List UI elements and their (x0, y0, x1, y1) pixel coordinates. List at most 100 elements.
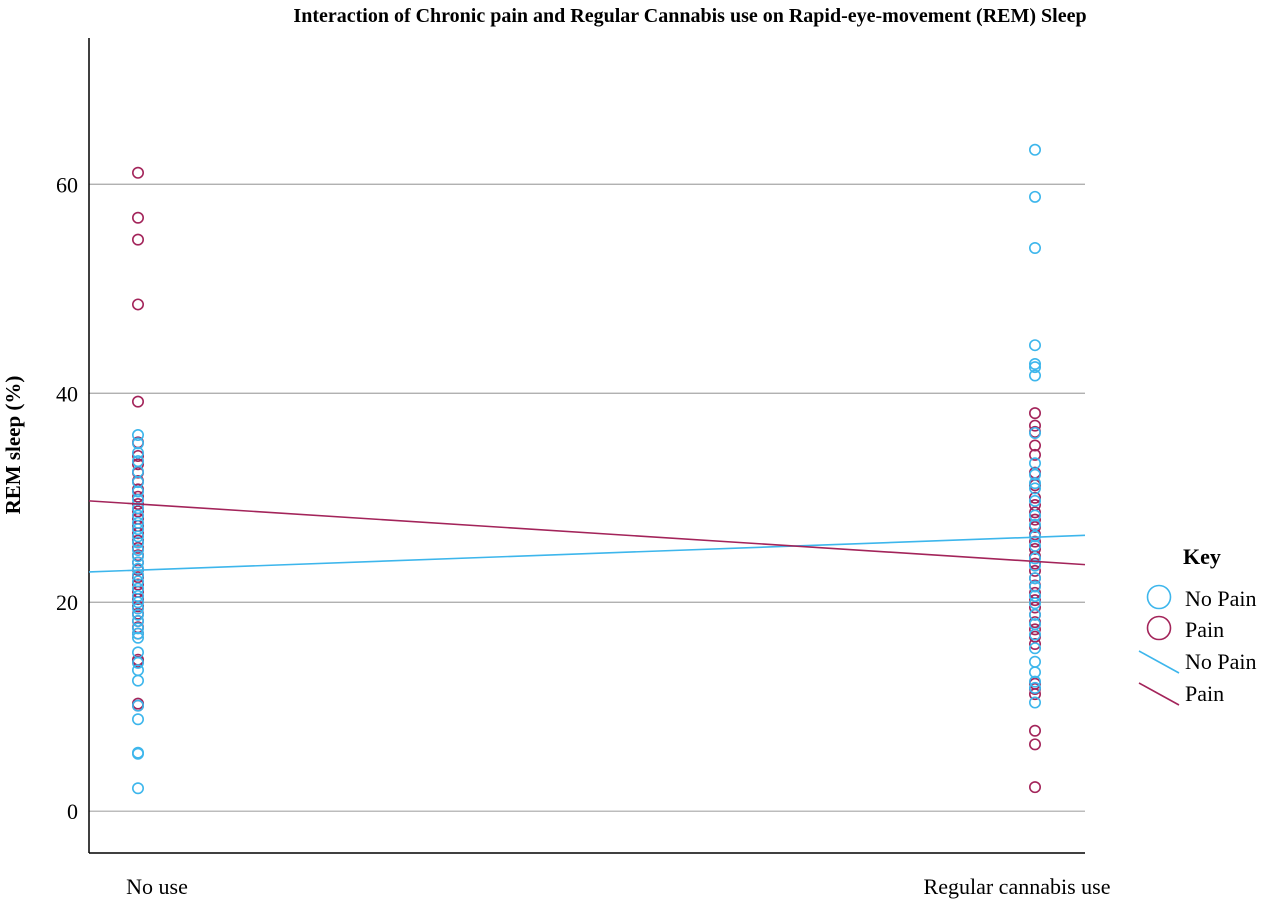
point-no-pain-2-10 (1029, 468, 1042, 481)
point-no-pain-2-5 (1029, 357, 1042, 370)
point-no-pain-1-6 (132, 674, 145, 687)
point-pain-1-12 (132, 490, 145, 503)
point-pain-1-8 (132, 458, 145, 471)
y-tick-labels: 0 20 40 60 (56, 172, 78, 824)
point-pain-1-2 (132, 211, 145, 224)
x-tick-label-2: Regular cannabis use (924, 874, 1111, 899)
point-no-pain-1-14 (132, 608, 145, 621)
point-pain-2-34 (1029, 781, 1042, 794)
point-pain-1-7 (132, 449, 145, 462)
chart-title: Interaction of Chronic pain and Regular … (293, 5, 1086, 27)
point-pain-1-1 (132, 166, 145, 179)
point-no-pain-1-16 (132, 596, 145, 609)
x-tick-labels: No use Regular cannabis use (126, 874, 1110, 899)
point-no-pain-1-13 (132, 615, 145, 628)
point-no-pain-2-9 (1029, 457, 1042, 470)
fit-line-pain (88, 500, 1086, 566)
point-no-pain-1-18 (132, 582, 145, 595)
point-no-pain-2-14 (1029, 509, 1042, 522)
point-no-pain-2-23 (1029, 597, 1042, 610)
point-no-pain-2-22 (1029, 589, 1042, 602)
point-no-pain-2-18 (1029, 552, 1042, 565)
point-pain-2-8 (1029, 491, 1042, 504)
point-pain-2-18 (1029, 564, 1042, 577)
fit-line-no-pain (88, 534, 1086, 573)
point-no-pain-1-15 (132, 602, 145, 615)
point-no-pain-1-11 (132, 627, 145, 640)
point-no-pain-2-2 (1029, 190, 1042, 203)
point-no-pain-1-30 (132, 502, 145, 515)
point-no-pain-2-17 (1029, 539, 1042, 552)
point-pain-2-28 (1029, 638, 1042, 651)
point-no-pain-1-7 (132, 664, 145, 677)
point-no-pain-1-19 (132, 575, 145, 588)
point-pain-1-14 (132, 505, 145, 518)
point-pain-1-4 (132, 298, 145, 311)
legend-entries: No Pain Pain No Pain Pain (1138, 584, 1257, 706)
point-no-pain-2-32 (1029, 696, 1042, 709)
point-pain-1-3 (132, 233, 145, 246)
point-no-pain-2-6 (1029, 361, 1042, 374)
legend-1-marker (1146, 584, 1172, 610)
point-no-pain-2-29 (1029, 666, 1042, 679)
point-no-pain-2-11 (1029, 477, 1042, 490)
point-pain-2-26 (1029, 623, 1042, 636)
point-no-pain-2-28 (1029, 655, 1042, 668)
point-no-pain-1-25 (132, 536, 145, 549)
point-no-pain-1-3 (132, 746, 145, 759)
point-no-pain-1-12 (132, 622, 145, 635)
point-no-pain-2-31 (1029, 681, 1042, 694)
point-pain-2-2 (1029, 419, 1042, 432)
point-no-pain-1-10 (132, 631, 145, 644)
point-no-pain-2-15 (1029, 518, 1042, 531)
point-no-pain-1-37 (132, 437, 145, 450)
y-tick-label-40: 40 (56, 381, 78, 406)
legend-3-label: No Pain (1185, 649, 1257, 674)
point-no-pain-2-8 (1029, 426, 1042, 439)
point-no-pain-2-24 (1029, 608, 1042, 621)
gridlines (89, 183, 1085, 812)
point-no-pain-2-12 (1029, 482, 1042, 495)
point-no-pain-1-9 (132, 646, 145, 659)
axes (88, 38, 1085, 854)
point-no-pain-1-24 (132, 543, 145, 556)
legend-3-line (1138, 650, 1180, 674)
point-no-pain-1-27 (132, 523, 145, 536)
point-pain-2-4 (1029, 439, 1042, 452)
legend-4-line (1138, 682, 1180, 706)
point-no-pain-2-1 (1029, 143, 1042, 156)
point-no-pain-1-26 (132, 530, 145, 543)
legend-4-label: Pain (1185, 681, 1224, 706)
point-no-pain-1-17 (132, 589, 145, 602)
y-axis-label: REM sleep (%) (1, 376, 25, 515)
y-tick-label-0: 0 (67, 799, 78, 824)
y-tick-label-60: 60 (56, 172, 78, 197)
point-pain-2-32 (1029, 724, 1042, 737)
point-pain-1-24 (132, 578, 145, 591)
point-pain-2-22 (1029, 594, 1042, 607)
point-pain-2-11 (1029, 513, 1042, 526)
point-no-pain-1-21 (132, 562, 145, 575)
point-no-pain-2-26 (1029, 628, 1042, 641)
point-no-pain-1-28 (132, 516, 145, 529)
point-no-pain-2-19 (1029, 559, 1042, 572)
point-pain-2-23 (1029, 601, 1042, 614)
point-no-pain-1-1 (132, 782, 145, 795)
point-no-pain-2-20 (1029, 572, 1042, 585)
point-pain-2-15 (1029, 542, 1042, 555)
point-no-pain-1-29 (132, 509, 145, 522)
point-no-pain-1-23 (132, 550, 145, 563)
point-no-pain-2-13 (1029, 494, 1042, 507)
point-pain-2-10 (1029, 506, 1042, 519)
point-no-pain-1-35 (132, 455, 145, 468)
point-no-pain-1-5 (132, 699, 145, 712)
point-no-pain-1-4 (132, 713, 145, 726)
point-no-pain-1-36 (132, 446, 145, 459)
x-tick-label-1: No use (126, 874, 188, 899)
point-no-pain-1-22 (132, 556, 145, 569)
fit-lines (88, 500, 1086, 573)
point-pain-2-31 (1029, 688, 1042, 701)
legend-1-label: No Pain (1185, 586, 1257, 611)
point-no-pain-2-7 (1029, 369, 1042, 382)
